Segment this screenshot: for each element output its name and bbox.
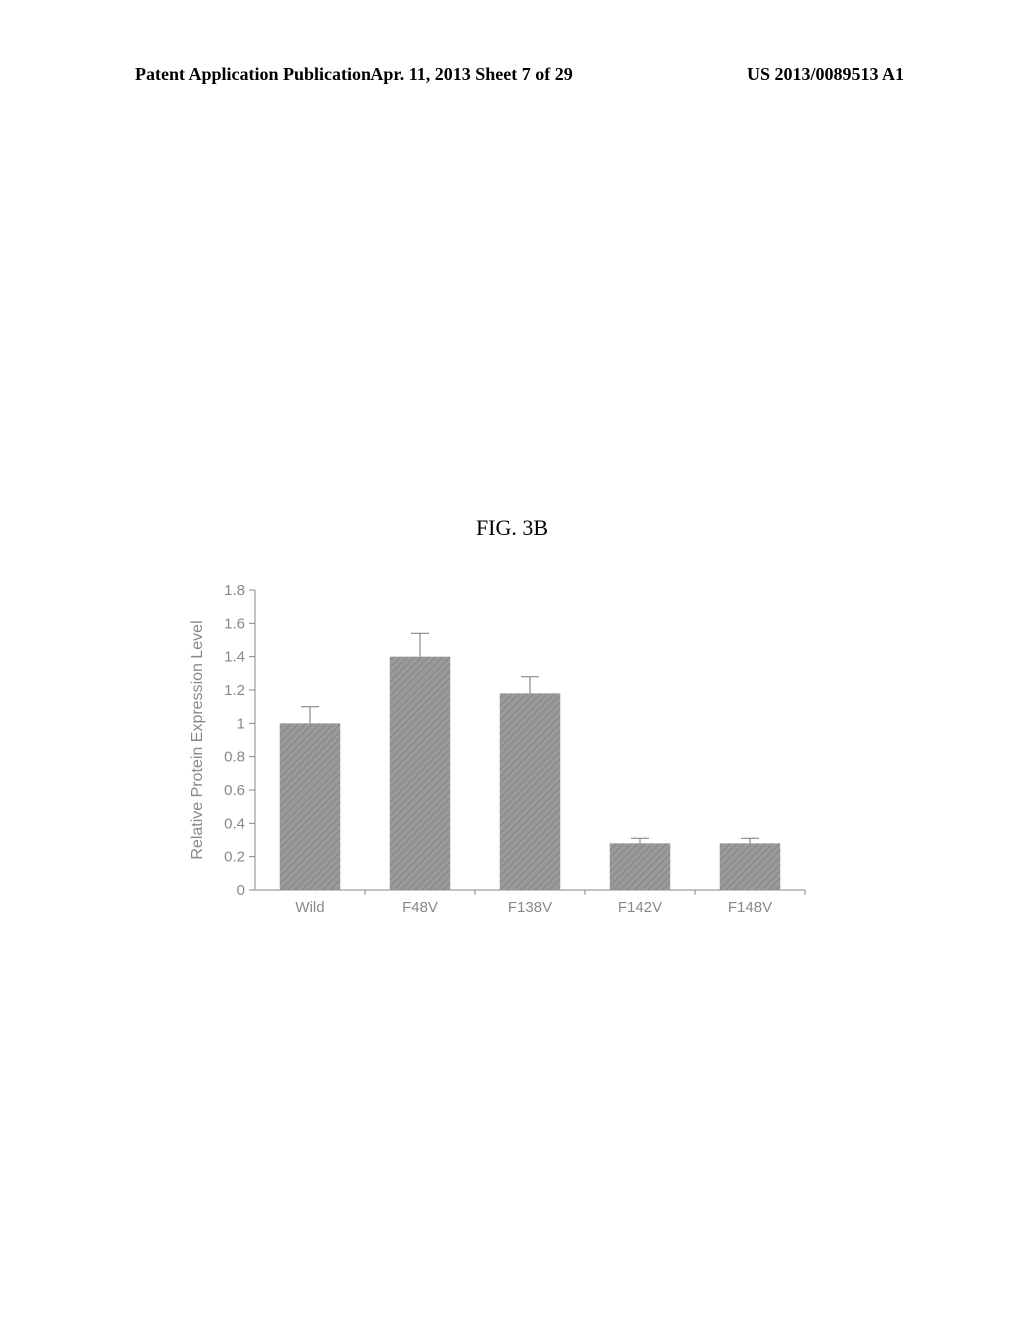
svg-text:0.4: 0.4 — [224, 815, 245, 832]
x-label-F148V: F148V — [728, 899, 772, 916]
bar-F148V — [720, 843, 781, 890]
bar-F138V — [500, 693, 561, 890]
bar-F48V — [390, 657, 451, 890]
svg-text:1.2: 1.2 — [224, 682, 245, 699]
x-label-F142V: F142V — [618, 899, 662, 916]
figure-label: FIG. 3B — [476, 515, 548, 541]
svg-text:1.6: 1.6 — [224, 615, 245, 632]
header-publication: Patent Application Publication — [135, 64, 371, 85]
x-label-F138V: F138V — [508, 899, 552, 916]
svg-text:1.4: 1.4 — [224, 649, 245, 666]
header-patent-number: US 2013/0089513 A1 — [747, 64, 904, 85]
bar-Wild — [280, 723, 341, 890]
bar-F142V — [610, 843, 671, 890]
page-header: Patent Application Publication Apr. 11, … — [0, 64, 1024, 85]
svg-text:1.8: 1.8 — [224, 582, 245, 599]
svg-text:Relative Protein Expression Le: Relative Protein Expression Level — [189, 620, 206, 859]
svg-text:0.2: 0.2 — [224, 849, 245, 866]
svg-text:0.6: 0.6 — [224, 782, 245, 799]
svg-text:0.8: 0.8 — [224, 749, 245, 766]
svg-text:0: 0 — [237, 882, 245, 899]
x-label-Wild: Wild — [295, 899, 324, 916]
x-label-F48V: F48V — [402, 899, 438, 916]
header-date-sheet: Apr. 11, 2013 Sheet 7 of 29 — [370, 64, 572, 85]
svg-text:1: 1 — [237, 715, 245, 732]
chart-svg: 0 0.2 0.4 0.6 0.8 1 1.2 1.4 1.6 1.8 Relative Prote… — [180, 580, 820, 940]
bar-chart: 0 0.2 0.4 0.6 0.8 1 1.2 1.4 1.6 1.8 Relative Prote… — [180, 580, 820, 940]
